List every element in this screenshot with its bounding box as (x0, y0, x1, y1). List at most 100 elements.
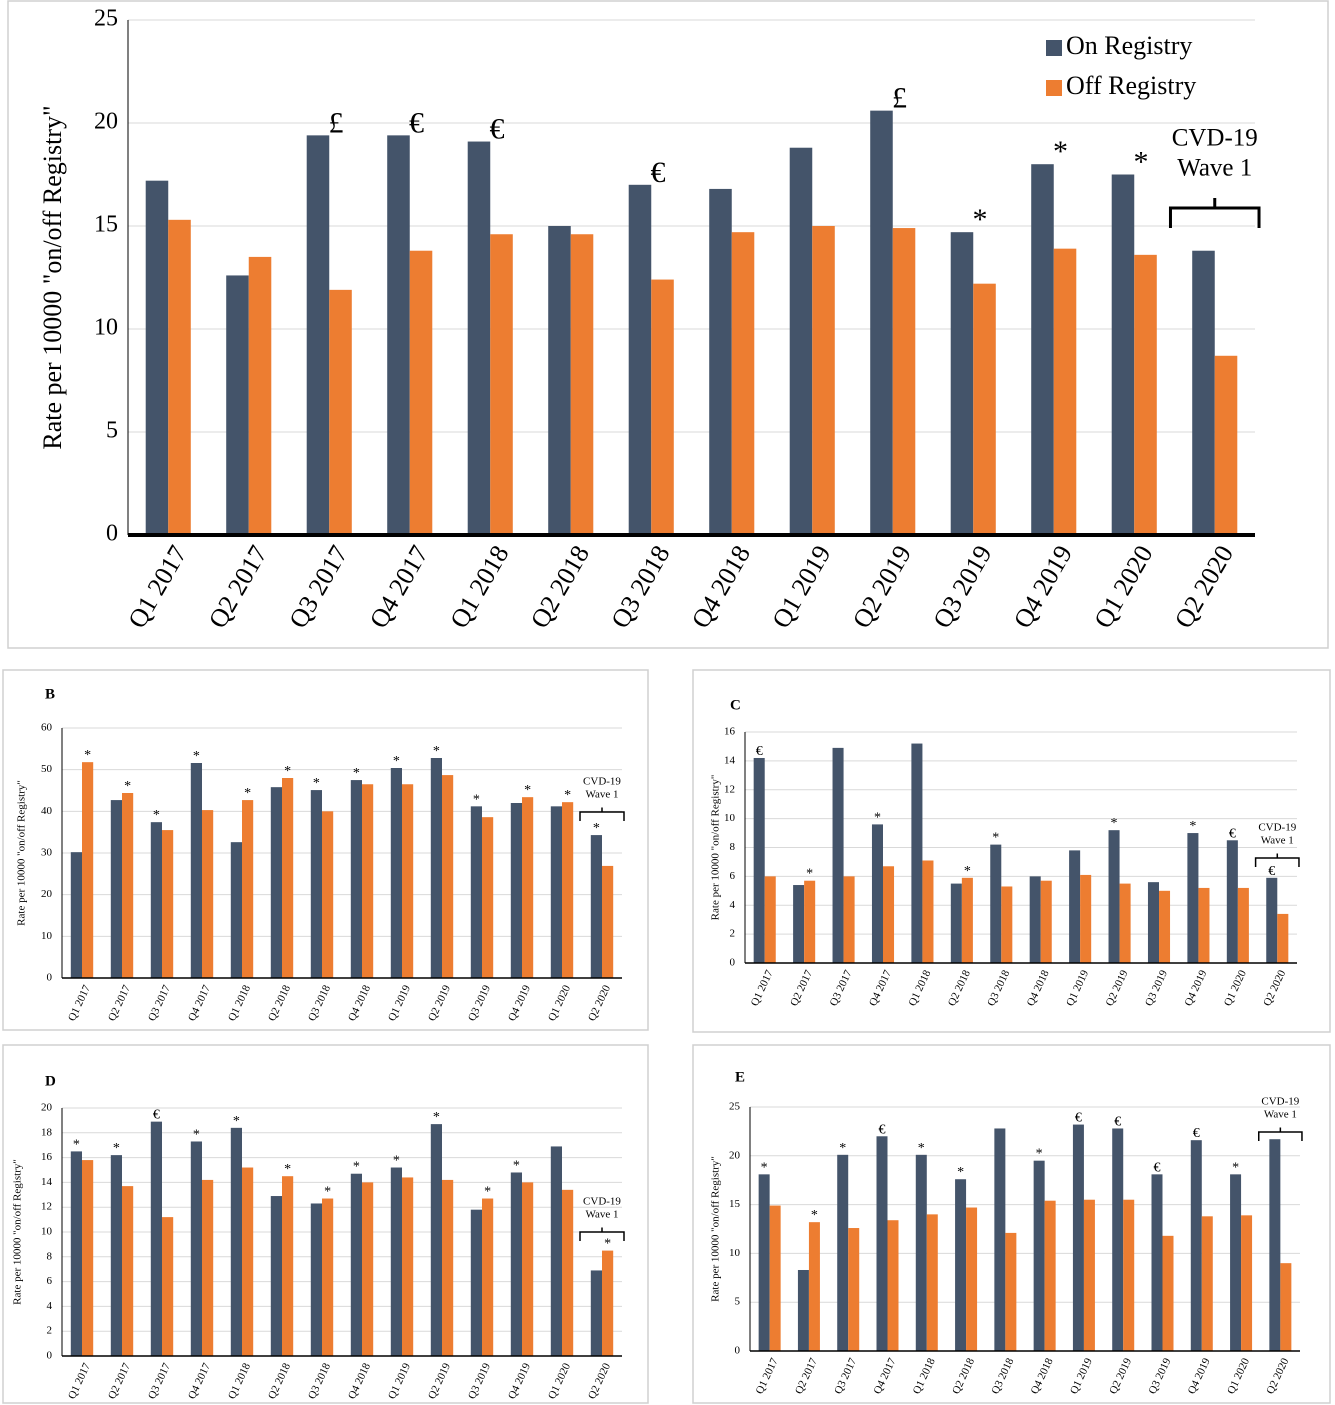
bar (1044, 1200, 1056, 1351)
bar (310, 1203, 322, 1356)
x-tick-label: Q4 2018 (346, 983, 373, 1023)
y-tick-label: 20 (94, 109, 118, 135)
bracket (579, 1227, 625, 1241)
y-tick-label: 8 (730, 841, 736, 853)
y-tick-label: 40 (41, 805, 53, 817)
x-tick-label: Q3 2019 (1146, 1356, 1173, 1396)
y-tick-label: 14 (724, 754, 736, 766)
x-tick-label: Q4 2018 (686, 540, 756, 633)
x-tick-label: Q3 2018 (605, 540, 675, 633)
x-tick-label: Q1 2020 (1225, 1356, 1252, 1396)
bar (390, 1167, 402, 1356)
bar (322, 811, 334, 978)
bar (190, 763, 202, 978)
y-tick-label: 14 (41, 1176, 53, 1188)
y-tick-label: 30 (41, 847, 53, 859)
bar (82, 762, 94, 978)
annotation: * (918, 1141, 925, 1156)
annotation: * (353, 766, 360, 781)
annotation: * (604, 1237, 611, 1252)
y-tick-label: 10 (724, 812, 736, 824)
x-tick-label: Q4 2019 (1008, 540, 1078, 633)
bar (915, 1154, 927, 1351)
annotation: * (284, 1162, 291, 1177)
bar (973, 283, 996, 535)
y-tick-label: 10 (41, 1226, 53, 1238)
bracket-label: CVD-19 (1172, 125, 1258, 152)
bar (848, 1228, 860, 1351)
annotation: € (1154, 1160, 1161, 1175)
annotation: € (1114, 1114, 1121, 1129)
y-tick-label: 20 (41, 1102, 53, 1114)
y-axis-label: Rate per 10000 "on/off Registry" (16, 780, 28, 926)
bracket-label: Wave 1 (585, 789, 618, 801)
x-tick-label: Q4 2017 (186, 1361, 213, 1401)
annotation: € (153, 1108, 160, 1123)
bar (1192, 250, 1215, 535)
bar (1147, 882, 1159, 963)
bar (242, 800, 254, 978)
bar (548, 226, 571, 535)
x-tick-label: Q1 2017 (66, 983, 93, 1023)
annotation: * (473, 792, 480, 807)
y-tick-label: 16 (724, 726, 736, 738)
bar (248, 256, 272, 535)
annotation: * (992, 831, 999, 846)
y-tick-label: 20 (41, 888, 53, 900)
bar (926, 1214, 938, 1351)
annotation: € (879, 1122, 886, 1137)
bar (430, 1124, 442, 1356)
bar (758, 1174, 770, 1351)
x-tick-label: Q4 2017 (364, 540, 434, 633)
bar (482, 817, 494, 978)
annotation: * (806, 867, 813, 882)
annotation: * (244, 786, 251, 801)
x-tick-label: Q3 2017 (146, 983, 173, 1023)
bar (387, 135, 410, 536)
bar (1241, 1215, 1253, 1351)
bar (1072, 1124, 1084, 1351)
y-tick-label: 0 (106, 521, 118, 547)
bracket-label: Wave 1 (1261, 835, 1294, 847)
bar (202, 810, 214, 978)
x-tick-label: Q1 2017 (122, 540, 192, 633)
bar (70, 1151, 82, 1356)
bar (1112, 1128, 1124, 1351)
x-tick-label: Q3 2019 (466, 1361, 493, 1401)
x-tick-label: Q2 2017 (203, 540, 273, 633)
bar (150, 1121, 162, 1356)
bar (753, 757, 765, 963)
annotation: * (972, 203, 987, 236)
x-tick-label: Q3 2017 (832, 1356, 859, 1396)
annotation: € (1193, 1126, 1200, 1141)
panel-frame (692, 1044, 1331, 1404)
x-tick-label: Q2 2020 (1264, 1356, 1291, 1396)
bar (282, 1176, 294, 1356)
bar (570, 234, 594, 536)
bar (362, 1182, 374, 1356)
bar (202, 1179, 214, 1356)
bar (793, 885, 805, 963)
y-axis-label: Rate per 10000 "on/off Registry" (710, 775, 722, 921)
bar (562, 1189, 574, 1356)
panel-label: C (730, 697, 741, 713)
bar (329, 289, 352, 535)
x-tick-label: Q1 2018 (226, 1361, 253, 1401)
bar (1214, 355, 1238, 535)
panel-label: B (45, 686, 55, 702)
bar (1108, 830, 1120, 963)
y-tick-label: 15 (729, 1198, 741, 1210)
x-tick-label: Q4 2019 (1186, 1356, 1213, 1396)
y-tick-label: 60 (41, 722, 53, 734)
panel-label: E (735, 1069, 745, 1085)
bar (966, 1207, 978, 1351)
annotation: £ (328, 106, 343, 139)
bar (442, 775, 454, 978)
x-tick-label: Q2 2018 (266, 983, 293, 1023)
panel-frame (2, 1044, 649, 1404)
bar (1237, 887, 1249, 963)
bar (510, 803, 522, 978)
bar (110, 1155, 122, 1356)
annotation: € (489, 113, 504, 146)
bar (1083, 1199, 1095, 1351)
